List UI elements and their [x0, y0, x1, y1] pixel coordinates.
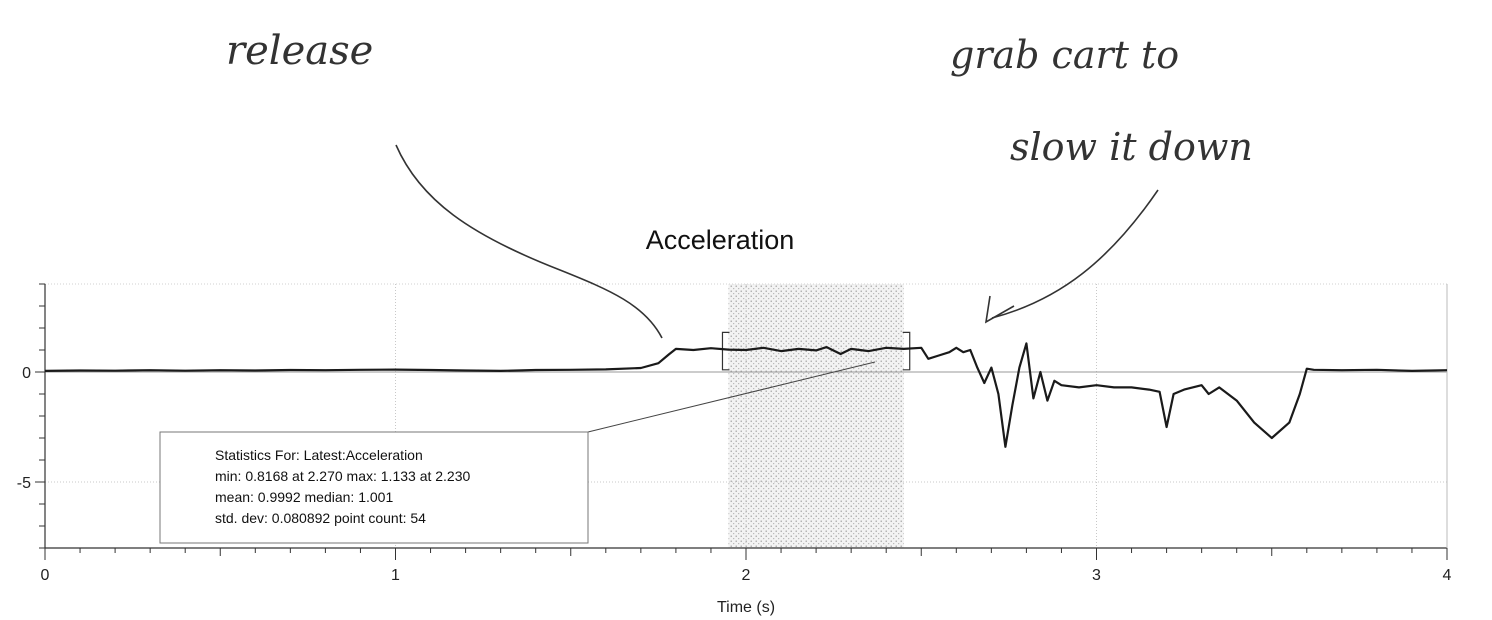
- tick-labels: 0 1 2 3 4 0 -5: [17, 365, 1452, 584]
- selection-region[interactable]: [728, 284, 904, 548]
- annotation-grab-arrowhead: [984, 295, 1015, 324]
- annotation-release: release: [226, 28, 373, 74]
- chart-title: Acceleration: [646, 225, 795, 255]
- selection-bracket-right[interactable]: [902, 331, 911, 371]
- x-tick-label: 0: [41, 567, 50, 584]
- annotation-grab-line2: slow it down: [1010, 125, 1253, 169]
- selection-bracket-left[interactable]: [721, 331, 730, 371]
- y-tick-label: 0: [22, 365, 31, 382]
- statistics-box[interactable]: Statistics For: Latest:Acceleration min:…: [159, 431, 589, 544]
- annotation-grab-arrow: [991, 189, 1159, 319]
- y-tick-label: -5: [17, 475, 31, 492]
- tick-marks: [35, 283, 1448, 560]
- x-tick-label: 1: [391, 567, 400, 584]
- stats-line-title: Statistics For: Latest:Acceleration: [215, 447, 423, 463]
- stats-leader-line: [587, 361, 876, 433]
- x-tick-label: 3: [1092, 567, 1101, 584]
- stats-line-stddev: std. dev: 0.080892 point count: 54: [215, 510, 426, 526]
- x-tick-label: 4: [1443, 567, 1452, 584]
- annotation-release-arrow: [395, 144, 663, 339]
- stats-line-mean: mean: 0.9992 median: 1.001: [215, 489, 393, 505]
- series-line-acceleration: [44, 342, 1448, 448]
- x-axis-title: Time (s): [717, 599, 775, 616]
- annotation-grab-line1: grab cart to: [950, 33, 1179, 77]
- statistics-box-frame: [159, 431, 589, 544]
- stats-line-minmax: min: 0.8168 at 2.270 max: 1.133 at 2.230: [215, 468, 471, 484]
- x-tick-label: 2: [742, 567, 751, 584]
